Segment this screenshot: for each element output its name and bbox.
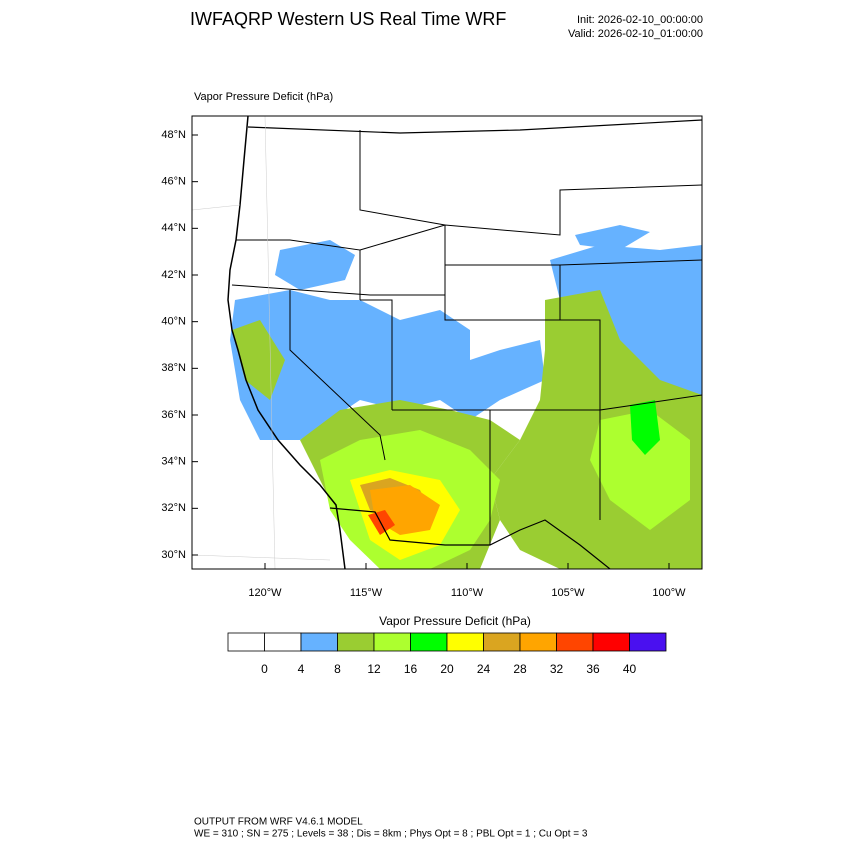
valid-time: Valid: 2026-02-10_01:00:00 [568,28,703,40]
map-frame [191,115,703,570]
shade-region [590,410,690,530]
color-box [629,632,667,652]
lon-label: 110°W [451,587,484,599]
coastline [227,116,346,569]
colorbar-label: 36 [586,662,600,676]
country-border [247,119,702,134]
header-title: IWFAQRP Western US Real Time WRF [190,9,506,29]
lon-label: 115°W [350,587,383,599]
colorbar-label: 8 [334,662,341,676]
shade-region [275,240,355,290]
shade-region [575,225,650,250]
color-box [592,632,630,652]
color-box [446,632,484,652]
lat-label: 48°N [161,129,186,141]
lat-label: 38°N [161,362,186,374]
colorbar-label: 12 [367,662,381,676]
colorbar: 0 4 8 12 16 20 24 28 32 36 40 [227,632,667,676]
color-box [519,632,557,652]
graticule [192,116,331,569]
colorbar-label: 4 [298,662,305,676]
color-box [556,632,594,652]
shade-region [550,245,702,400]
color-box [227,632,265,652]
lat-labels: 48°N 46°N 44°N 42°N 40°N 38°N 36°N 34°N 32°N 30°N [161,129,198,561]
plot-title: Vapor Pressure Deficit (hPa) [194,91,333,103]
color-box [337,632,375,652]
lat-label: 34°N [161,456,186,468]
lat-label: 30°N [161,549,186,561]
color-box [373,632,411,652]
color-box [300,632,338,652]
colorbar-label: 0 [261,662,268,676]
lon-label: 120°W [248,587,282,599]
lat-label: 44°N [161,222,186,234]
lat-label: 42°N [161,269,186,281]
lat-label: 32°N [161,502,186,514]
shade-region [630,400,660,455]
color-box [483,632,521,652]
footer-line: OUTPUT FROM WRF V4.6.1 MODEL [194,817,363,828]
lon-label: 105°W [551,587,585,599]
colorbar-label: 16 [404,662,418,676]
init-time: Init: 2026-02-10_00:00:00 [577,14,703,26]
lat-label: 46°N [161,176,186,188]
shade-region [368,510,395,535]
colorbar-label: 32 [550,662,564,676]
lat-label: 40°N [161,316,186,328]
footer-line: WE = 310 ; SN = 275 ; Levels = 38 ; Dis … [194,829,588,840]
colorbar-title: Vapor Pressure Deficit (hPa) [379,614,531,628]
map: 48°N 46°N 44°N 42°N 40°N 38°N 36°N 34°N 32°N 30°N… [161,115,703,599]
lon-labels: 120°W 115°W 110°W 105°W 100°W [248,563,686,599]
state-borders [231,130,702,545]
colorbar-label: 40 [623,662,637,676]
colorbar-label: 28 [513,662,527,676]
color-box [264,632,302,652]
colorbar-label: 20 [440,662,454,676]
colorbar-label: 24 [477,662,491,676]
color-box [410,632,448,652]
lon-label: 100°W [652,587,686,599]
shade-region [230,290,545,440]
lat-label: 36°N [161,409,186,421]
